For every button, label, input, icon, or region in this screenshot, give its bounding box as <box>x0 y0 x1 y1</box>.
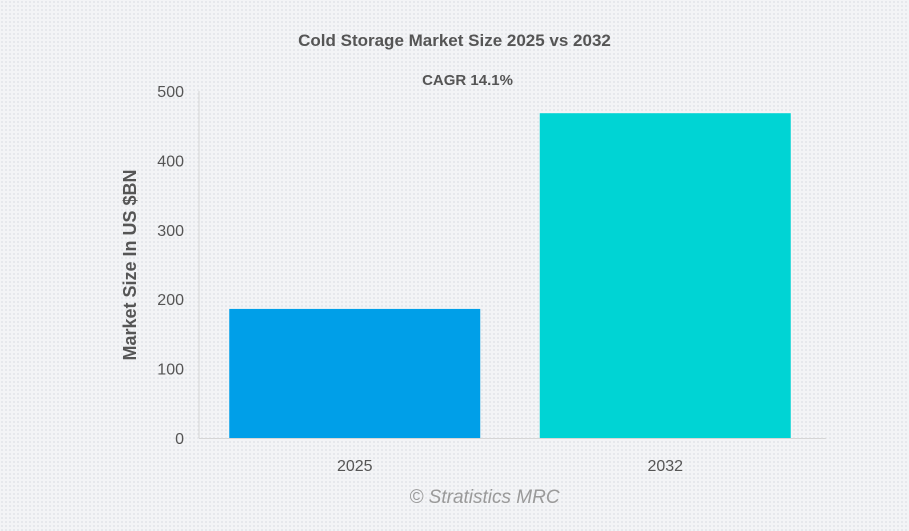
chart-subtitle: CAGR 14.1% <box>422 72 513 89</box>
y-tick-label: 500 <box>157 84 184 101</box>
bar-2032 <box>539 113 791 438</box>
bar-2025 <box>229 308 481 438</box>
y-tick-label: 0 <box>175 431 184 448</box>
y-tick-label: 400 <box>157 153 184 170</box>
chart-title: Cold Storage Market Size 2025 vs 2032 <box>298 31 611 50</box>
x-tick-label: 2025 <box>337 458 373 475</box>
y-tick-label: 300 <box>157 223 184 240</box>
y-tick-label: 200 <box>157 292 184 309</box>
source-credit: © Stratistics MRC <box>409 487 560 508</box>
x-tick-label: 2032 <box>647 458 683 475</box>
y-tick-label: 100 <box>157 362 184 379</box>
y-axis-label: Market Size In US $BN <box>120 169 140 360</box>
